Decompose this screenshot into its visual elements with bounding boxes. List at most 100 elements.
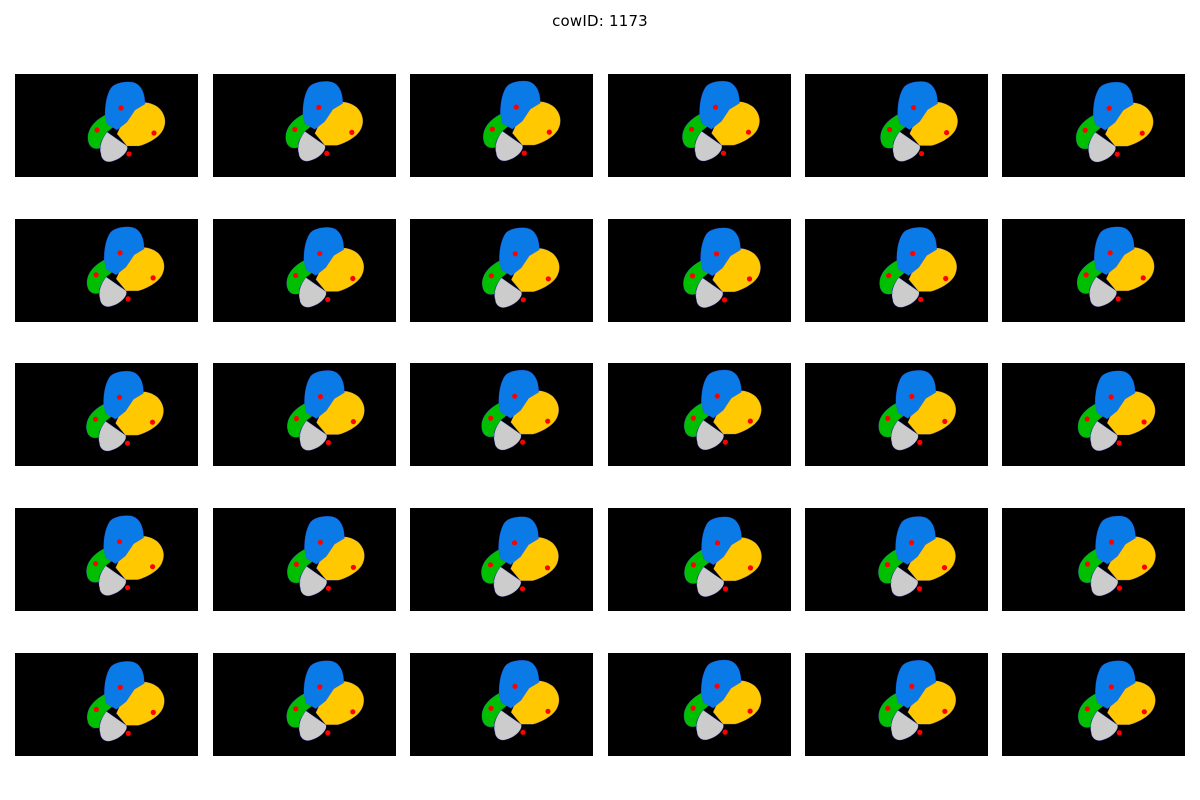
quarter-front-left (103, 226, 145, 276)
quarter-front-left (303, 227, 345, 276)
udder-frame (805, 508, 988, 611)
teat-keypoint (94, 127, 100, 133)
teat-keypoint (92, 416, 99, 422)
teat-keypoint (544, 565, 551, 571)
teat-keypoint (125, 585, 131, 591)
teat-keypoint (325, 296, 331, 303)
quarter-rear-right (298, 710, 327, 741)
quarter-front-left (302, 81, 344, 130)
teat-keypoint (1141, 709, 1147, 715)
quarter-rear-right (495, 130, 523, 162)
teat-keypoint (1084, 416, 1090, 422)
teat-keypoint (909, 683, 915, 689)
teat-keypoint (689, 273, 696, 279)
udder-frame (410, 363, 593, 466)
quarter-rear-right (696, 709, 724, 741)
teat-keypoint (919, 151, 925, 157)
udder-frame (15, 219, 198, 322)
quarter-rear-right (891, 277, 920, 308)
quarter-front-left (700, 659, 742, 709)
udder-frame (410, 653, 593, 756)
teat-keypoint (292, 126, 298, 132)
quarter-rear-right (298, 277, 327, 308)
teat-keypoint (293, 706, 299, 712)
quarter-front-left (895, 516, 936, 565)
teat-keypoint (116, 394, 123, 400)
teat-keypoint (1116, 585, 1123, 591)
teat-keypoint (1107, 250, 1113, 256)
teat-keypoint (317, 539, 323, 545)
teat-keypoint (909, 393, 915, 399)
teat-keypoint (942, 708, 948, 714)
teat-keypoint (325, 440, 331, 446)
teat-keypoint (908, 540, 915, 546)
quarter-front-left (1092, 81, 1134, 131)
udder-frame (805, 363, 988, 466)
segmentation-mask (684, 516, 762, 597)
quarter-front-left (700, 227, 741, 277)
segmentation-mask (86, 661, 165, 742)
teat-keypoint (350, 709, 356, 715)
quarter-front-left (895, 370, 937, 419)
quarter-rear-right (99, 710, 127, 742)
quarter-front-left (700, 369, 742, 419)
segmentation-mask (1077, 370, 1156, 452)
quarter-rear-right (98, 565, 127, 596)
quarter-front-left (103, 661, 145, 710)
teat-keypoint (350, 419, 356, 425)
teat-keypoint (714, 683, 720, 689)
teat-keypoint (1141, 564, 1148, 570)
segmentation-mask (1075, 81, 1154, 163)
teat-keypoint (324, 150, 330, 156)
teat-keypoint (916, 586, 923, 592)
segmentation-mask (481, 227, 560, 308)
teat-keypoint (885, 705, 891, 711)
teat-keypoint (887, 127, 893, 133)
teat-keypoint (943, 275, 949, 282)
quarter-rear-right (1089, 276, 1117, 307)
quarter-front-left (498, 659, 540, 709)
quarter-front-left (699, 80, 740, 130)
teat-keypoint (1114, 151, 1120, 157)
teat-keypoint (150, 564, 156, 570)
teat-keypoint (1139, 130, 1145, 136)
segmentation-mask (87, 81, 166, 163)
quarter-rear-right (98, 420, 127, 452)
quarter-rear-right (493, 566, 522, 597)
udder-frame (805, 653, 988, 756)
teat-keypoint (520, 297, 526, 303)
teat-keypoint (293, 416, 299, 422)
teat-keypoint (690, 562, 697, 568)
udder-frame (15, 363, 198, 466)
quarter-rear-right (99, 276, 127, 307)
udder-frame (1002, 653, 1185, 756)
quarter-rear-right (890, 709, 919, 741)
teat-keypoint (117, 684, 123, 690)
quarter-front-left (498, 227, 540, 277)
teat-keypoint (746, 276, 753, 282)
teat-keypoint (917, 729, 923, 735)
teat-keypoint (910, 250, 916, 257)
quarter-front-left (1093, 226, 1135, 276)
teat-keypoint (350, 564, 356, 570)
teat-keypoint (513, 104, 519, 110)
teat-keypoint (1084, 561, 1091, 567)
teat-keypoint (125, 296, 131, 302)
segmentation-mask (286, 370, 365, 451)
udder-frame (410, 219, 593, 322)
teat-keypoint (745, 129, 752, 135)
udder-frame (608, 219, 791, 322)
udder-frame (15, 653, 198, 756)
quarter-front-left (304, 515, 345, 565)
teat-keypoint (521, 150, 527, 156)
quarter-rear-right (99, 131, 128, 163)
udder-frame (213, 363, 396, 466)
teat-keypoint (1084, 706, 1090, 712)
teat-keypoint (884, 562, 891, 568)
segmentation-mask (482, 80, 561, 162)
teat-keypoint (688, 126, 695, 132)
teat-keypoint (93, 706, 99, 712)
teat-keypoint (350, 275, 356, 282)
udder-frame (1002, 219, 1185, 322)
teat-keypoint (712, 104, 719, 110)
